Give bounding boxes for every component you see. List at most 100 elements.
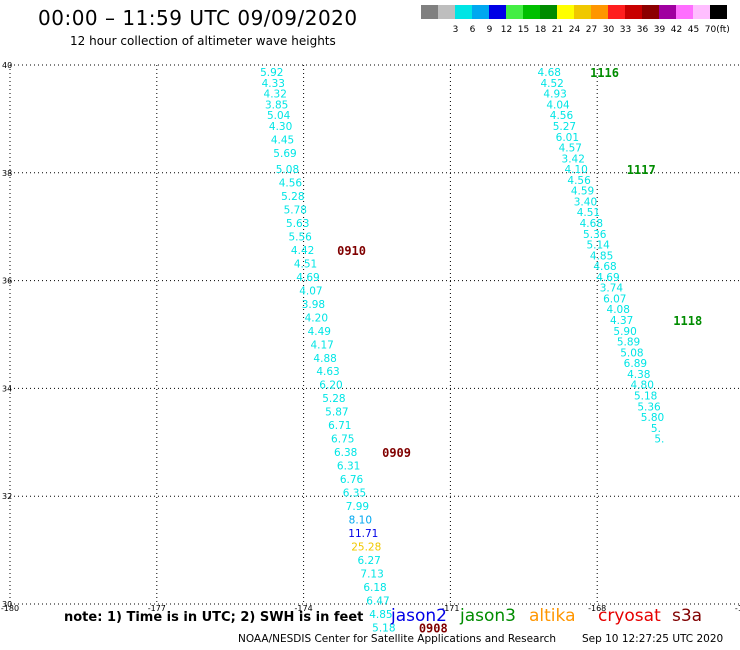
wave-height-label: 4.59 <box>571 186 594 198</box>
scale-swatch <box>710 5 727 19</box>
wave-height-label: 4.68 <box>593 261 616 273</box>
wave-height-label: 6.75 <box>331 434 354 446</box>
scale-swatch <box>659 5 676 19</box>
wave-height-label: 4.08 <box>607 304 630 316</box>
scale-label: 70 <box>704 25 717 35</box>
wave-height-label: 4.68 <box>538 67 561 79</box>
lon-tick-label: -177 <box>148 604 166 613</box>
scale-label: 12 <box>500 25 513 35</box>
wave-height-label: 4.88 <box>313 353 336 365</box>
wave-height-label: 6.35 <box>343 488 366 500</box>
scale-swatch <box>506 5 523 19</box>
wave-height-label: 5.28 <box>281 191 304 203</box>
scale-label: 24 <box>568 25 581 35</box>
scale-label: 42 <box>670 25 683 35</box>
scale-swatch <box>557 5 574 19</box>
footnote: note: 1) Time is in UTC; 2) SWH is in fe… <box>64 610 364 625</box>
wave-height-label: 6.31 <box>337 461 360 473</box>
wave-height-label: 6.18 <box>363 582 386 594</box>
wave-height-label: 5. <box>651 423 661 435</box>
lon-tick-label: -165 <box>735 604 740 613</box>
wave-height-label: 4.37 <box>610 315 633 327</box>
wave-height-label: 5.69 <box>273 148 296 160</box>
wave-height-label: 6.27 <box>357 555 380 567</box>
wave-height-label: 4.20 <box>305 312 328 324</box>
axis-tick-labels: 40 38 36 34 32 30-180 -177 -174 -171 -168 -165 <box>1 61 740 613</box>
scale-label: 18 <box>534 25 547 35</box>
wave-height-label: 5.28 <box>322 393 345 405</box>
pass-time-labels: 0910 0909 0908 1116 1117 1118 <box>337 66 702 635</box>
wave-height-label: 4.10 <box>564 164 587 176</box>
wave-height-label: 3.74 <box>600 283 624 295</box>
wave-height-label: 7.99 <box>346 501 369 513</box>
scale-swatch <box>676 5 693 19</box>
wave-height-label: 8.10 <box>349 514 372 526</box>
scale-label: 33 <box>619 25 632 35</box>
wave-height-label: 5.18 <box>372 622 395 634</box>
wave-height-label: 4.56 <box>567 175 591 187</box>
wave-height-label: 5.08 <box>276 164 299 176</box>
wave-height-label: 4.45 <box>271 134 294 146</box>
scale-label: 30 <box>602 25 615 35</box>
map-subtitle: 12 hour collection of altimeter wave hei… <box>70 34 336 48</box>
wave-height-label: 5.90 <box>613 326 636 338</box>
wave-height-label: 4.52 <box>540 78 563 90</box>
lat-tick-label: 34 <box>2 384 12 393</box>
wave-height-label: 7.13 <box>360 568 383 580</box>
wave-height-label: 5.36 <box>583 229 607 241</box>
scale-label: 6 <box>469 25 476 35</box>
scale-swatch <box>625 5 642 19</box>
pass-time-label: 1116 <box>590 66 619 80</box>
wave-height-label: 5.14 <box>586 240 610 252</box>
pass-time-label: 0908 <box>419 621 448 635</box>
wave-height-label: 5.27 <box>553 121 576 133</box>
wave-height-label: 6.07 <box>603 293 626 305</box>
lat-tick-label: 36 <box>2 277 12 286</box>
sat-label-cryosat: cryosat <box>598 606 661 626</box>
generated-timestamp: Sep 10 12:27:25 UTC 2020 <box>582 633 724 645</box>
scale-swatch <box>523 5 540 19</box>
wave-height-label: 5. <box>654 434 664 446</box>
scale-swatch <box>540 5 557 19</box>
wave-height-points: 5.924.334.323.855.044.304.45 5.69 5.08 4.56… <box>260 67 664 634</box>
wave-height-label: 4.56 <box>279 178 303 190</box>
scale-swatch <box>472 5 489 19</box>
scale-swatch <box>421 5 438 19</box>
scale-swatch <box>455 5 472 19</box>
lat-tick-label: 30 <box>2 600 12 609</box>
wave-height-label: 6.47 <box>366 595 389 607</box>
wave-height-label: 4.63 <box>316 366 339 378</box>
lat-tick-label: 38 <box>2 169 12 178</box>
wave-height-label: 6.20 <box>319 380 342 392</box>
pass-time-label: 0909 <box>382 446 411 460</box>
wave-height-label: 4.33 <box>262 78 285 90</box>
wave-height-label: 6.71 <box>328 420 351 432</box>
scale-unit: (ft) <box>716 25 730 35</box>
wave-height-label: 4.56 <box>550 110 574 122</box>
wave-height-label: 4.17 <box>310 339 333 351</box>
scale-label: 36 <box>636 25 649 35</box>
wave-height-label: 3.42 <box>562 153 585 165</box>
scale-label: 9 <box>486 25 493 35</box>
wave-height-label: 5.56 <box>288 231 312 243</box>
credit-line: NOAA/NESDIS Center for Satellite Applica… <box>238 633 556 645</box>
wave-height-label: 25.28 <box>351 541 381 553</box>
wave-height-label: 4.51 <box>577 207 600 219</box>
wave-height-label: 4.80 <box>631 380 654 392</box>
lon-tick-label: -174 <box>295 604 313 613</box>
scale-swatch <box>608 5 625 19</box>
wave-height-label: 5.89 <box>617 337 640 349</box>
lat-tick-label: 32 <box>2 492 12 501</box>
scale-swatch <box>489 5 506 19</box>
map-title: 00:00 – 11:59 UTC 09/09/2020 <box>38 6 358 30</box>
wave-height-label: 5.63 <box>286 218 309 230</box>
wave-height-label: 5.18 <box>634 390 657 402</box>
wave-height-label: 4.38 <box>627 369 650 381</box>
lon-tick-label: -180 <box>1 604 19 613</box>
wave-height-label: 5.92 <box>260 67 283 79</box>
wave-height-label: 4.51 <box>294 258 317 270</box>
sat-label-jason3: jason3 <box>460 606 516 626</box>
wave-height-label: 4.04 <box>546 99 570 111</box>
scale-swatch <box>591 5 608 19</box>
scale-swatch <box>574 5 591 19</box>
